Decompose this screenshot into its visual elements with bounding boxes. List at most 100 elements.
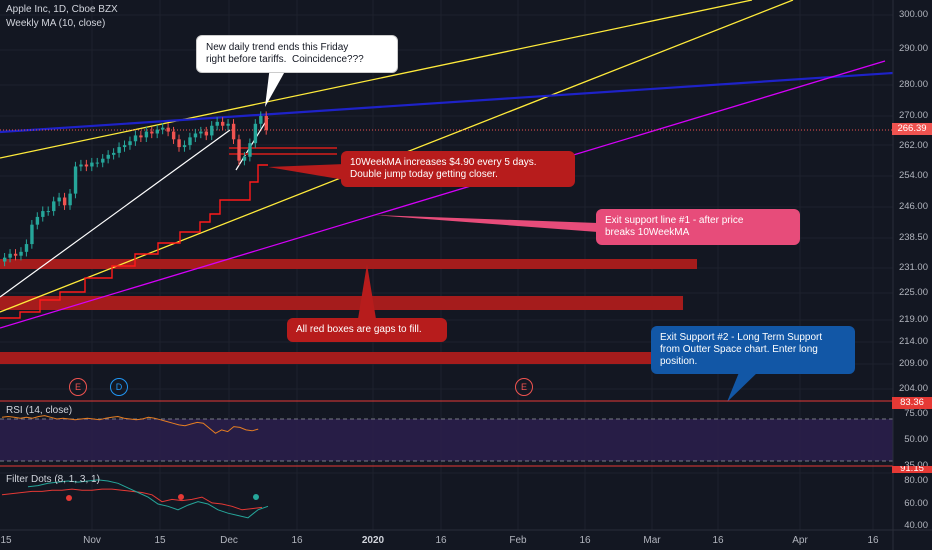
candle-body[interactable] [95, 162, 100, 164]
rsi-title[interactable]: RSI (14, close) [6, 405, 73, 416]
candle-body[interactable] [35, 216, 40, 225]
candle-body[interactable] [231, 123, 236, 140]
time-tick: 15 [0, 535, 12, 546]
candle-body[interactable] [128, 141, 132, 146]
price-tick: 204.00 [898, 383, 928, 394]
trendline-blue[interactable] [0, 71, 894, 134]
trendline-white-1[interactable] [0, 129, 231, 298]
candle-body[interactable] [199, 131, 203, 134]
candle-body[interactable] [253, 123, 258, 144]
rsi-line[interactable] [1, 415, 259, 434]
time-tick: Feb [509, 535, 527, 546]
candle-body[interactable] [79, 164, 83, 167]
time-tick: 16 [712, 535, 724, 546]
candle-body[interactable] [62, 197, 67, 206]
candle-body[interactable] [221, 121, 225, 126]
candle-body[interactable] [166, 127, 170, 132]
candle-body[interactable] [13, 253, 18, 256]
candle-body[interactable] [46, 211, 50, 213]
callout-pointer-exit1 [373, 215, 598, 232]
callout-exit-support-1[interactable]: Exit support line #1 - after price break… [596, 209, 800, 245]
candle-body[interactable] [259, 116, 263, 124]
price-tick: 290.00 [898, 43, 928, 54]
candle-body[interactable] [155, 129, 159, 134]
time-tick: Apr [792, 535, 808, 546]
time-tick: Nov [83, 535, 101, 546]
trendline-white-2[interactable] [235, 117, 269, 171]
candle-body[interactable] [117, 147, 121, 153]
candle-body[interactable] [242, 156, 247, 161]
gap-box-2[interactable] [0, 296, 683, 310]
candle-body[interactable] [30, 224, 34, 245]
candle-body[interactable] [182, 145, 187, 148]
candle-body[interactable] [248, 143, 252, 157]
callout-trend-end[interactable]: New daily trend ends this Friday right b… [196, 35, 398, 73]
price-tick: 254.00 [898, 170, 928, 181]
candle-body[interactable] [139, 135, 143, 138]
candle-body[interactable] [177, 139, 181, 148]
candle-body[interactable] [73, 166, 78, 194]
candle-body[interactable] [24, 244, 29, 252]
price-tick: 214.00 [898, 336, 928, 347]
weekly-ma-line[interactable] [0, 164, 268, 319]
candle-body[interactable] [237, 139, 241, 161]
filter-dot-red-1 [66, 495, 72, 501]
filter-top-tag: 91.15 [892, 466, 932, 473]
earnings-marker[interactable]: E [515, 378, 533, 396]
indicator-label[interactable]: Weekly MA (10, close) [6, 18, 106, 29]
filter-title[interactable]: Filter Dots (8, 1, 3, 1) [6, 474, 100, 485]
candle-body[interactable] [204, 131, 209, 136]
candles[interactable] [3, 111, 268, 267]
callout-pointer-exit2 [727, 370, 760, 402]
filter-red-line[interactable] [1, 488, 263, 511]
callout-exit-support-2[interactable]: Exit Support #2 - Long Term Support from… [651, 326, 855, 374]
candle-body[interactable] [41, 211, 45, 217]
trendline-yellow-upper[interactable] [0, 0, 753, 159]
candle-body[interactable] [161, 127, 165, 130]
price-tick: 238.50 [898, 232, 928, 243]
candle-body[interactable] [144, 131, 149, 138]
candle-body[interactable] [106, 154, 110, 159]
candle-body[interactable] [68, 193, 72, 206]
candle-body[interactable] [171, 131, 176, 140]
earnings-marker[interactable]: E [69, 378, 87, 396]
filter-tick: 40.00 [904, 520, 928, 531]
rsi-bottom-tick: 35.00 [904, 460, 928, 466]
candle-body[interactable] [52, 201, 56, 212]
candle-body[interactable] [215, 121, 219, 126]
candle-body[interactable] [19, 251, 23, 256]
price-tick: 209.00 [898, 358, 928, 369]
dividend-marker[interactable]: D [110, 378, 128, 396]
filter-green-line[interactable] [27, 479, 269, 519]
filter-tick: 80.00 [904, 475, 928, 486]
candle-body[interactable] [150, 131, 154, 134]
candle-body[interactable] [101, 158, 105, 163]
price-tick: 231.00 [898, 262, 928, 273]
candle-body[interactable] [84, 164, 89, 167]
callout-pointer-trend [265, 66, 288, 107]
price-tick: 246.00 [898, 201, 928, 212]
callout-red-boxes[interactable]: All red boxes are gaps to fill. [287, 318, 447, 342]
callout-ma-increase[interactable]: 10WeekMA increases $4.90 every 5 days. D… [341, 151, 575, 187]
candle-body[interactable] [193, 133, 198, 138]
candle-body[interactable] [210, 125, 214, 136]
symbol-title[interactable]: Apple Inc, 1D, Cboe BZX [6, 4, 118, 15]
candle-body[interactable] [264, 116, 268, 130]
callout-pointer-ma [268, 164, 345, 180]
rsi-tick: 75.00 [904, 408, 928, 419]
candle-body[interactable] [57, 197, 61, 202]
candle-body[interactable] [226, 123, 230, 126]
candle-body[interactable] [122, 145, 127, 148]
candle-body[interactable] [188, 137, 192, 146]
gap-box-1[interactable] [0, 259, 697, 269]
time-tick: 16 [579, 535, 591, 546]
candle-body[interactable] [133, 135, 138, 142]
filter-dot-red-2 [178, 494, 184, 500]
candle-body[interactable] [8, 253, 12, 258]
trendline-magenta[interactable] [0, 60, 886, 329]
candle-body[interactable] [3, 257, 7, 262]
candle-body[interactable] [112, 152, 116, 155]
candle-body[interactable] [90, 162, 94, 167]
gap-box-3[interactable] [0, 352, 653, 364]
